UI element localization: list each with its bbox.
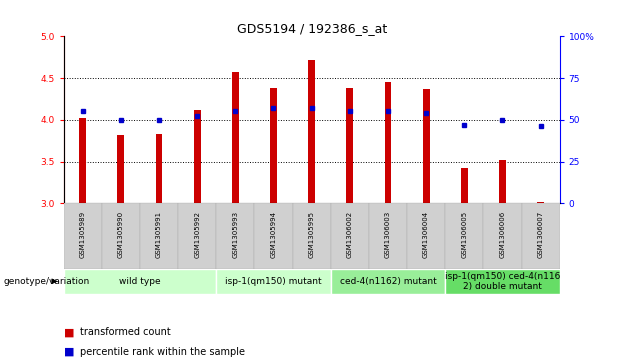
Text: GSM1305990: GSM1305990 [118, 211, 124, 258]
Bar [331, 269, 445, 294]
Bar [64, 269, 216, 294]
Text: genotype/variation: genotype/variation [3, 277, 90, 286]
Bar [118, 135, 124, 203]
Bar [423, 89, 429, 203]
Bar [385, 82, 391, 203]
Bar [445, 203, 483, 269]
Text: GSM1305992: GSM1305992 [194, 211, 200, 258]
Bar [461, 168, 467, 203]
Text: GSM1305989: GSM1305989 [80, 211, 86, 258]
Bar [232, 72, 238, 203]
Text: ■: ■ [64, 347, 74, 357]
Text: wild type: wild type [119, 277, 161, 286]
Bar [254, 203, 293, 269]
Bar [522, 203, 560, 269]
Bar [347, 88, 353, 203]
Bar [216, 269, 331, 294]
Text: GSM1306007: GSM1306007 [537, 211, 544, 258]
Bar [331, 203, 369, 269]
Bar [308, 60, 315, 203]
Bar [140, 203, 178, 269]
Text: GSM1306006: GSM1306006 [499, 211, 506, 258]
Title: GDS5194 / 192386_s_at: GDS5194 / 192386_s_at [237, 22, 387, 35]
Bar [156, 134, 162, 203]
Bar [369, 203, 407, 269]
Bar [270, 88, 277, 203]
Text: percentile rank within the sample: percentile rank within the sample [80, 347, 244, 357]
Bar [80, 118, 86, 203]
Bar [216, 203, 254, 269]
Bar [64, 203, 102, 269]
Text: ■: ■ [64, 327, 74, 337]
Bar [445, 269, 560, 294]
Text: isp-1(qm150) ced-4(n116
2) double mutant: isp-1(qm150) ced-4(n116 2) double mutant [445, 272, 560, 291]
Text: GSM1306003: GSM1306003 [385, 211, 391, 258]
Text: GSM1305993: GSM1305993 [232, 211, 238, 258]
Text: isp-1(qm150) mutant: isp-1(qm150) mutant [225, 277, 322, 286]
Bar [102, 203, 140, 269]
Bar [499, 160, 506, 203]
Text: GSM1305995: GSM1305995 [308, 211, 315, 258]
Bar [483, 203, 522, 269]
Text: GSM1306004: GSM1306004 [423, 211, 429, 258]
Text: ced-4(n1162) mutant: ced-4(n1162) mutant [340, 277, 436, 286]
Text: GSM1305994: GSM1305994 [270, 211, 277, 258]
Text: GSM1305991: GSM1305991 [156, 211, 162, 258]
Bar [194, 110, 200, 203]
Bar [407, 203, 445, 269]
Bar [178, 203, 216, 269]
Text: transformed count: transformed count [80, 327, 170, 337]
Text: GSM1306002: GSM1306002 [347, 211, 353, 258]
Text: GSM1306005: GSM1306005 [461, 211, 467, 258]
Bar [293, 203, 331, 269]
